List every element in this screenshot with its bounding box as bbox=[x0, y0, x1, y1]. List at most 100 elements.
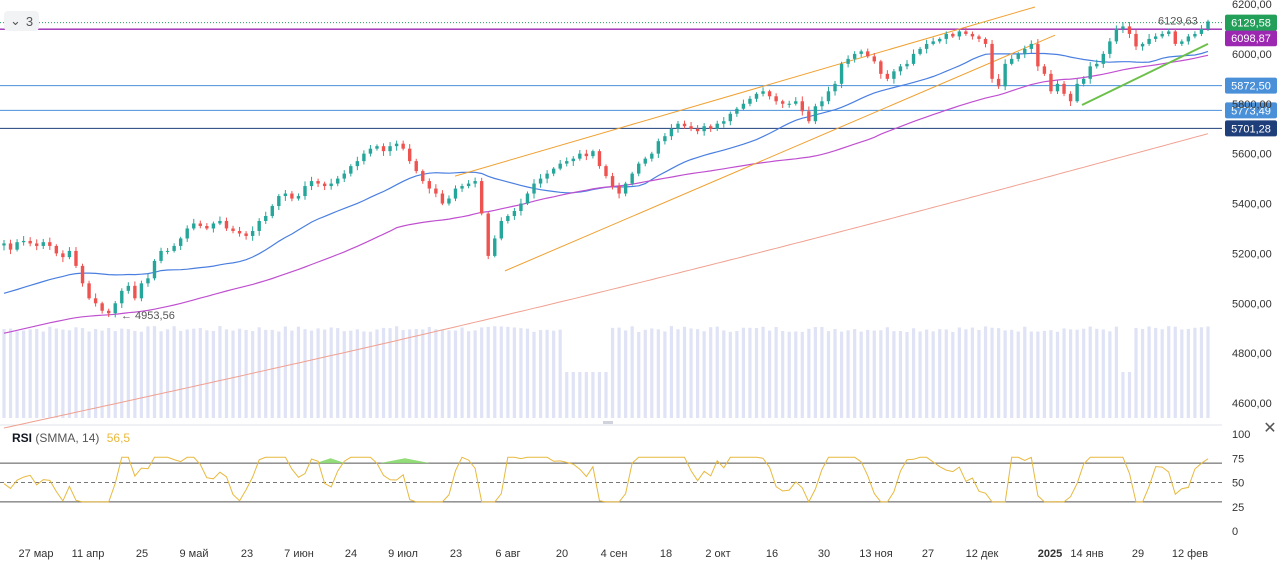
volume-bar bbox=[911, 328, 916, 418]
candle-body bbox=[669, 128, 674, 137]
volume-bar bbox=[591, 372, 595, 418]
candle-body bbox=[277, 196, 281, 207]
candle-body bbox=[637, 163, 641, 174]
candle-body bbox=[342, 173, 346, 179]
candle-body bbox=[1121, 26, 1125, 29]
volume-bar bbox=[597, 372, 602, 418]
volume-bar bbox=[368, 331, 373, 418]
volume-bar bbox=[565, 372, 569, 418]
candle-body bbox=[623, 183, 628, 194]
candle-body bbox=[859, 51, 863, 54]
candle-body bbox=[126, 285, 131, 291]
candle-body bbox=[728, 113, 733, 122]
volume-bar bbox=[1193, 327, 1197, 418]
volume-bar bbox=[54, 328, 58, 418]
close-pane-icon[interactable]: ✕ bbox=[1263, 418, 1277, 437]
candle-body bbox=[2, 243, 6, 246]
candle-body bbox=[198, 223, 203, 226]
volume-bar bbox=[126, 329, 130, 418]
volume-bar bbox=[538, 330, 543, 418]
candle-body bbox=[571, 158, 575, 162]
volume-bar bbox=[283, 326, 287, 418]
time-tick-label: 24 bbox=[345, 548, 357, 560]
volume-bar bbox=[1206, 326, 1210, 418]
candle-body bbox=[911, 53, 916, 64]
volume-bar bbox=[983, 326, 988, 418]
candle-body bbox=[506, 216, 510, 221]
candle-body bbox=[440, 193, 445, 204]
volume-bar bbox=[951, 331, 955, 418]
volume-bar bbox=[781, 330, 785, 418]
candle-body bbox=[290, 193, 294, 199]
price-tick-label: 5600,00 bbox=[1232, 149, 1272, 161]
candle-body bbox=[427, 181, 432, 189]
volume-bar bbox=[139, 331, 144, 418]
candle-body bbox=[21, 240, 26, 243]
time-tick-label: 9 май bbox=[180, 548, 209, 560]
volume-bar bbox=[859, 331, 863, 418]
resistance-price-label: 6098,87 bbox=[1231, 33, 1271, 45]
candle-body bbox=[414, 161, 418, 172]
volume-bar bbox=[336, 328, 340, 418]
price-tick-label: 4600,00 bbox=[1232, 398, 1272, 410]
candle-body bbox=[375, 146, 379, 149]
candle-body bbox=[434, 188, 438, 194]
volume-bar bbox=[997, 328, 1001, 418]
time-tick-label: 16 bbox=[766, 548, 778, 560]
candle-body bbox=[1049, 73, 1053, 92]
volume-bar bbox=[578, 372, 582, 418]
candle-body bbox=[1068, 93, 1073, 102]
candle-body bbox=[237, 230, 242, 234]
volume-bar bbox=[1114, 326, 1118, 418]
candle-body bbox=[15, 242, 19, 250]
candle-body bbox=[48, 242, 52, 246]
volume-bar bbox=[558, 329, 562, 418]
price-tick-label: 5200,00 bbox=[1232, 248, 1272, 260]
candle-body bbox=[1134, 33, 1138, 47]
candle-body bbox=[172, 245, 176, 251]
volume-bar bbox=[1075, 329, 1079, 418]
volume-bar bbox=[480, 327, 484, 418]
channel-lower-line bbox=[504, 34, 1056, 272]
volume-bar bbox=[1108, 331, 1112, 418]
time-tick-label: 25 bbox=[136, 548, 148, 560]
candle-body bbox=[211, 223, 216, 229]
volume-bar bbox=[761, 326, 765, 418]
time-tick-label: 23 bbox=[241, 548, 253, 560]
candle-body bbox=[74, 250, 78, 266]
volume-bar bbox=[244, 330, 248, 418]
candle-body bbox=[741, 103, 746, 109]
candle-body bbox=[152, 260, 157, 279]
candle-body bbox=[394, 143, 399, 147]
candle-body bbox=[1081, 78, 1086, 84]
volume-bar bbox=[28, 329, 32, 418]
collapse-indicators-button[interactable]: ⌄ 3 bbox=[4, 11, 40, 31]
candle-body bbox=[852, 53, 857, 59]
level-badge bbox=[1225, 77, 1277, 94]
rsi-tick-label: 25 bbox=[1232, 502, 1244, 514]
volume-bar bbox=[506, 326, 510, 418]
candle-body bbox=[381, 146, 386, 152]
candle-body bbox=[1075, 83, 1079, 102]
candle-body bbox=[826, 91, 831, 102]
resistance-price-badge bbox=[1225, 30, 1277, 47]
volume-bar bbox=[237, 328, 242, 418]
price-tick-label: 4800,00 bbox=[1232, 348, 1272, 360]
candle-body bbox=[617, 186, 621, 194]
volume-bar bbox=[146, 326, 150, 418]
candle-body bbox=[885, 73, 890, 79]
candle-body bbox=[1180, 41, 1184, 44]
time-tick-label: 2 окт bbox=[705, 548, 730, 560]
time-tick-label: 30 bbox=[818, 548, 830, 560]
time-tick-label: 12 фев bbox=[1172, 548, 1208, 560]
candle-body bbox=[460, 186, 464, 189]
high-price-annotation: 6129,63 bbox=[1158, 16, 1198, 28]
time-tick-label: 18 bbox=[660, 548, 672, 560]
volume-bar bbox=[1199, 327, 1204, 418]
candle-body bbox=[1199, 28, 1204, 34]
volume-bar bbox=[381, 327, 386, 418]
volume-bar bbox=[1167, 326, 1171, 418]
volume-bar bbox=[159, 331, 163, 418]
candle-body bbox=[133, 285, 137, 299]
